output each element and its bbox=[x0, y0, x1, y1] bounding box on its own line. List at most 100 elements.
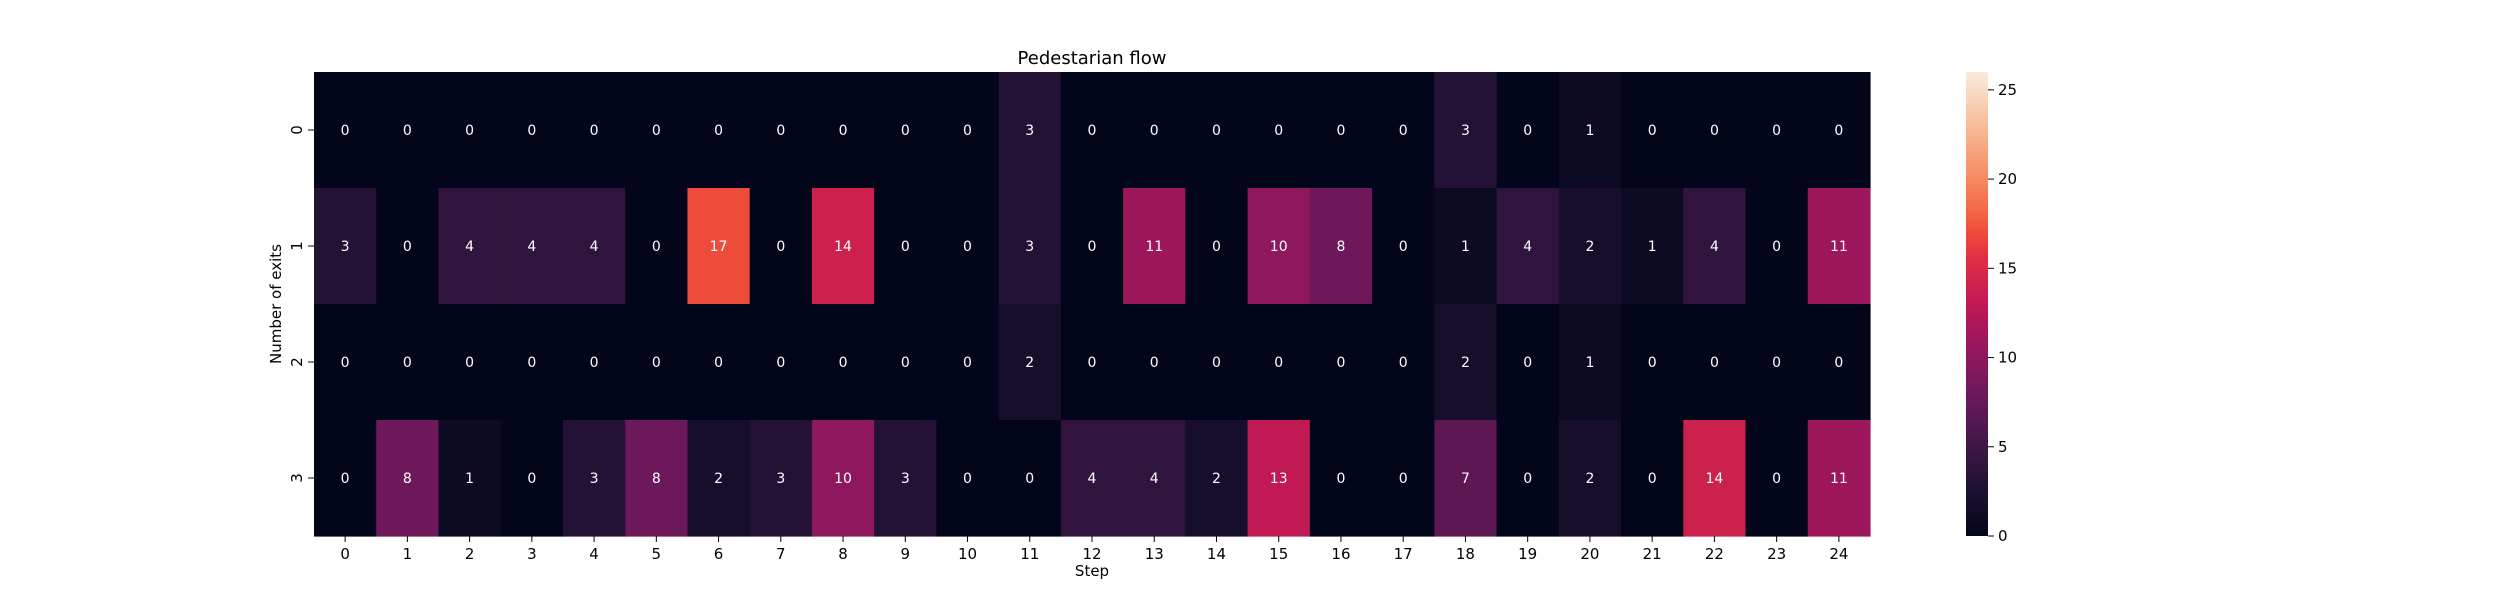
heatmap-cell-value: 4 bbox=[1088, 471, 1097, 487]
heatmap-cell-value: 8 bbox=[403, 471, 412, 487]
heatmap-cell-value: 0 bbox=[776, 239, 785, 255]
x-tick-label: 19 bbox=[1518, 545, 1537, 563]
heatmap-cell-value: 2 bbox=[1212, 471, 1221, 487]
heatmap-cell bbox=[314, 420, 377, 537]
heatmap-cell bbox=[687, 304, 751, 421]
heatmap-cell-value: 0 bbox=[1648, 123, 1657, 139]
heatmap-cell bbox=[1621, 72, 1684, 189]
heatmap-cell bbox=[998, 72, 1062, 189]
heatmap-cell-value: 0 bbox=[1710, 355, 1719, 371]
heatmap-cell-value: 8 bbox=[1336, 239, 1345, 255]
heatmap-cell bbox=[936, 304, 1000, 421]
heatmap-cell-value: 1 bbox=[1585, 355, 1594, 371]
heatmap-cell bbox=[500, 188, 564, 305]
heatmap-cell-value: 4 bbox=[1150, 471, 1159, 487]
x-tick-label: 13 bbox=[1145, 545, 1164, 563]
heatmap-cell bbox=[1807, 188, 1871, 305]
colorbar-gradient bbox=[1966, 72, 1988, 536]
heatmap-cell-value: 0 bbox=[1772, 239, 1781, 255]
heatmap-cell bbox=[562, 188, 626, 305]
heatmap-cell-value: 0 bbox=[1523, 355, 1532, 371]
heatmap-cell bbox=[749, 188, 813, 305]
heatmap-cell bbox=[1621, 420, 1684, 537]
heatmap-cell bbox=[998, 188, 1062, 305]
heatmap-cell bbox=[438, 304, 502, 421]
heatmap-cell-value: 0 bbox=[901, 239, 910, 255]
heatmap-cell-value: 14 bbox=[834, 239, 852, 255]
heatmap-cell-value: 1 bbox=[1585, 123, 1594, 139]
heatmap-cell bbox=[1247, 304, 1311, 421]
heatmap-cell bbox=[1621, 304, 1684, 421]
heatmap-cell bbox=[314, 72, 377, 189]
heatmap-cell bbox=[874, 420, 937, 537]
heatmap-cell bbox=[625, 304, 689, 421]
heatmap-cell bbox=[811, 304, 875, 421]
heatmap-cell bbox=[1807, 304, 1871, 421]
heatmap-cell-value: 0 bbox=[1834, 123, 1843, 139]
heatmap-cell-value: 1 bbox=[465, 471, 474, 487]
colorbar: 0 5 10 15 20 25 bbox=[1966, 72, 2017, 545]
heatmap-cell-value: 0 bbox=[1523, 123, 1532, 139]
heatmap-cell bbox=[1185, 188, 1249, 305]
heatmap-cell-value: 0 bbox=[1212, 355, 1221, 371]
heatmap-cell bbox=[811, 72, 875, 189]
heatmap-cell bbox=[562, 304, 626, 421]
heatmap-cell-value: 0 bbox=[1399, 355, 1408, 371]
x-axis-label: Step bbox=[1075, 562, 1109, 580]
x-tick-label: 5 bbox=[652, 545, 662, 563]
heatmap-cell bbox=[438, 420, 502, 537]
heatmap-cell-value: 10 bbox=[1270, 239, 1288, 255]
heatmap-cell-value: 1 bbox=[1648, 239, 1657, 255]
heatmap-cell bbox=[1496, 304, 1560, 421]
heatmap-cell bbox=[749, 420, 813, 537]
heatmap-cell bbox=[625, 420, 689, 537]
heatmap-cell-value: 0 bbox=[1834, 355, 1843, 371]
heatmap-cell bbox=[1496, 420, 1560, 537]
heatmap-cell bbox=[1123, 304, 1186, 421]
heatmap-cell-labels: 0 0 0 0 0 0 0 0 0 0 0 3 0 0 0 0 0 0 3 0 1 0 0 0 03 0 4 4 4 0 17 0 14 0 0 3 0… bbox=[341, 123, 1848, 487]
heatmap-cell bbox=[1745, 72, 1809, 189]
x-tick-label: 9 bbox=[901, 545, 911, 563]
heatmap-cell bbox=[625, 72, 689, 189]
heatmap-cell bbox=[1060, 188, 1124, 305]
heatmap-cell-value: 8 bbox=[652, 471, 661, 487]
heatmap-cell bbox=[874, 72, 937, 189]
heatmap-cell bbox=[1434, 304, 1498, 421]
heatmap-cell bbox=[1309, 188, 1373, 305]
heatmap-cell bbox=[1434, 420, 1498, 537]
heatmap-cell bbox=[1123, 420, 1186, 537]
x-tick-label: 1 bbox=[403, 545, 413, 563]
y-axis-label: Number of exits bbox=[267, 244, 285, 364]
heatmap-cell-value: 0 bbox=[1212, 123, 1221, 139]
heatmap-cell bbox=[874, 188, 937, 305]
heatmap-cell bbox=[1060, 304, 1124, 421]
heatmap-cell bbox=[562, 420, 626, 537]
x-tick-label: 12 bbox=[1082, 545, 1101, 563]
heatmap-cell-value: 0 bbox=[963, 471, 972, 487]
heatmap-cell-value: 0 bbox=[963, 355, 972, 371]
heatmap-cell bbox=[1309, 72, 1373, 189]
heatmap-cell bbox=[1683, 72, 1747, 189]
heatmap-cell bbox=[749, 304, 813, 421]
heatmap-cell-value: 0 bbox=[1399, 239, 1408, 255]
heatmap-cell-value: 0 bbox=[776, 355, 785, 371]
heatmap-cell-value: 0 bbox=[1772, 123, 1781, 139]
heatmap-cell bbox=[1123, 188, 1186, 305]
heatmap-cell bbox=[1185, 420, 1249, 537]
heatmap-cell bbox=[811, 188, 875, 305]
heatmap-cell-value: 0 bbox=[839, 123, 848, 139]
x-tick-label: 2 bbox=[465, 545, 475, 563]
heatmap-cell bbox=[500, 420, 564, 537]
heatmap-cell-value: 0 bbox=[714, 123, 723, 139]
heatmap-cell-value: 0 bbox=[590, 355, 599, 371]
x-tick-label: 18 bbox=[1456, 545, 1475, 563]
heatmap-cell bbox=[438, 188, 502, 305]
heatmap-cell bbox=[998, 304, 1062, 421]
heatmap-cell bbox=[811, 420, 875, 537]
heatmap-cell-value: 0 bbox=[1150, 355, 1159, 371]
heatmap-cell-value: 10 bbox=[834, 471, 852, 487]
heatmap-cell-value: 0 bbox=[839, 355, 848, 371]
heatmap-cell bbox=[1185, 72, 1249, 189]
heatmap-cell-value: 2 bbox=[1585, 239, 1594, 255]
heatmap-cell bbox=[1807, 420, 1871, 537]
